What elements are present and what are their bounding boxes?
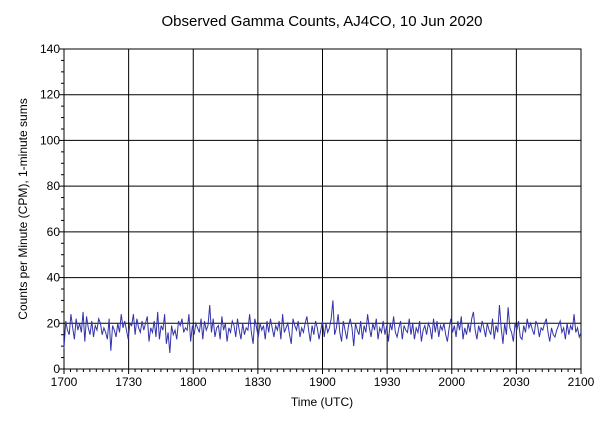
x-tick-label: 1930 — [374, 375, 401, 389]
x-tick-label: 2030 — [503, 375, 530, 389]
y-axis-label: Counts per Minute (CPM), 1-minute sums — [16, 98, 30, 319]
y-tick-label: 100 — [40, 133, 60, 147]
y-tick-label: 0 — [53, 362, 60, 376]
x-tick-label: 2000 — [438, 375, 465, 389]
y-tick-label: 80 — [47, 179, 61, 193]
x-axis-tick-labels: 1700 1730 1800 1830 1900 1930 2000 2030 2100 — [51, 375, 595, 389]
series-line-1 — [63, 300, 582, 354]
y-tick-label: 60 — [47, 225, 61, 239]
x-tick-label: 1800 — [180, 375, 207, 389]
y-tick-label: 120 — [40, 88, 60, 102]
x-tick-label: 1700 — [51, 375, 78, 389]
grid-lines — [64, 49, 581, 369]
x-tick-label: 2100 — [568, 375, 595, 389]
axis-ticks — [59, 48, 582, 374]
series-layer — [63, 300, 582, 354]
x-tick-label: 1730 — [115, 375, 142, 389]
y-tick-label: 140 — [40, 42, 60, 56]
chart-title: Observed Gamma Counts, AJ4CO, 10 Jun 202… — [162, 13, 483, 30]
x-tick-label: 1900 — [309, 375, 336, 389]
y-axis-tick-labels: 0 20 40 60 80 100 120 140 — [40, 42, 60, 376]
x-tick-label: 1830 — [245, 375, 272, 389]
y-tick-label: 40 — [47, 271, 61, 285]
y-tick-label: 20 — [47, 316, 61, 330]
x-axis-label: Time (UTC) — [291, 395, 353, 409]
